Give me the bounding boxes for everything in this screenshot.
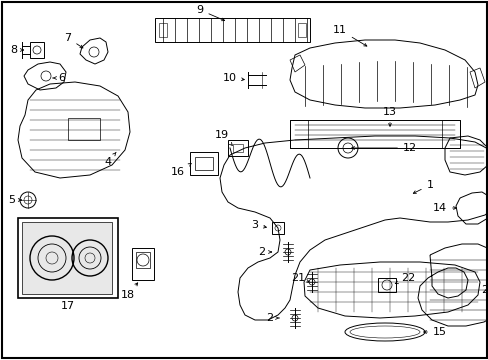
Bar [22, 222, 112, 294]
Text: 4: 4 [104, 152, 116, 167]
Text: 20: 20 [480, 285, 488, 295]
Text: 10: 10 [223, 73, 244, 83]
Text: 7: 7 [64, 33, 83, 48]
Text: 14: 14 [432, 203, 455, 213]
Text: 12: 12 [351, 143, 416, 153]
Text: 5: 5 [8, 195, 21, 205]
Circle shape [291, 315, 297, 321]
Text: 8: 8 [10, 45, 23, 55]
Text: 2: 2 [266, 313, 279, 323]
Text: 19: 19 [215, 130, 232, 145]
Text: 11: 11 [332, 25, 366, 46]
Text: 15: 15 [423, 327, 446, 337]
Text: 16: 16 [171, 163, 191, 177]
Text: 2: 2 [258, 247, 271, 257]
Text: 1: 1 [412, 180, 433, 193]
Text: 17: 17 [61, 301, 75, 311]
Text: 6: 6 [53, 73, 65, 83]
Circle shape [308, 279, 314, 285]
Text: 13: 13 [382, 107, 396, 126]
Text: 22: 22 [394, 273, 414, 284]
Text: 21: 21 [290, 273, 308, 283]
Text: 18: 18 [121, 283, 138, 300]
Text: 9: 9 [196, 5, 224, 21]
Circle shape [285, 249, 290, 255]
Text: 3: 3 [251, 220, 266, 230]
